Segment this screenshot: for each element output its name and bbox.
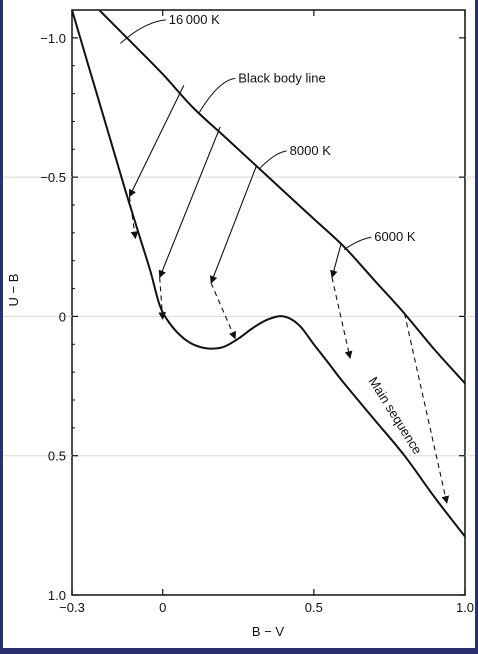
window-frame-right xyxy=(475,0,478,648)
arrow-dashed-8 xyxy=(404,313,450,504)
plot-frame xyxy=(71,9,466,596)
annotation-label-3: 6000 K xyxy=(374,229,416,244)
annotation-label-2: 8000 K xyxy=(290,143,332,158)
annotation-leader-3 xyxy=(343,236,372,250)
tick-labels: −0.3 0 0.5 1.0 −1.0 −0.5 0 0.5 1.0 xyxy=(40,31,474,615)
arrow-solid-2 xyxy=(158,126,221,279)
arrow-layer xyxy=(128,84,450,504)
x-axis-title: B − V xyxy=(252,624,284,639)
y-axis-title: U − B xyxy=(6,274,21,307)
y-tick-label-1: −0.5 xyxy=(40,170,66,185)
y-tick-label-0: −1.0 xyxy=(40,31,66,46)
window-frame-bottom xyxy=(0,648,478,654)
window-frame-left xyxy=(0,0,3,648)
y-tick-label-3: 0.5 xyxy=(48,449,66,464)
arrow-solid-6 xyxy=(330,243,342,279)
tick-marks xyxy=(71,10,466,596)
annotation-leader-2 xyxy=(259,150,287,170)
annotation-label-1: Black body line xyxy=(238,70,325,85)
annotation-leader-1 xyxy=(198,77,236,114)
x-tick-label-1: 0 xyxy=(159,600,166,615)
series-main-sequence xyxy=(72,10,465,538)
arrow-dashed-5 xyxy=(210,282,237,340)
y-tick-label-4: 1.0 xyxy=(48,588,66,603)
x-tick-label-3: 1.0 xyxy=(456,600,474,615)
arrow-dashed-7 xyxy=(331,277,353,359)
arrow-dashed-3 xyxy=(158,277,167,320)
gridlines xyxy=(0,176,478,457)
arrow-solid-4 xyxy=(209,165,257,284)
series-layer xyxy=(72,10,465,538)
x-tick-label-0: −0.3 xyxy=(59,600,85,615)
y-tick-label-2: 0 xyxy=(59,309,66,324)
arrow-solid-0 xyxy=(128,84,185,198)
series-black-body-line xyxy=(98,10,465,384)
x-tick-label-2: 0.5 xyxy=(305,600,323,615)
annotation-leader-0 xyxy=(120,19,166,44)
annotation-label-0: 16 000 K xyxy=(169,12,220,27)
arrow-dashed-1 xyxy=(128,196,139,240)
